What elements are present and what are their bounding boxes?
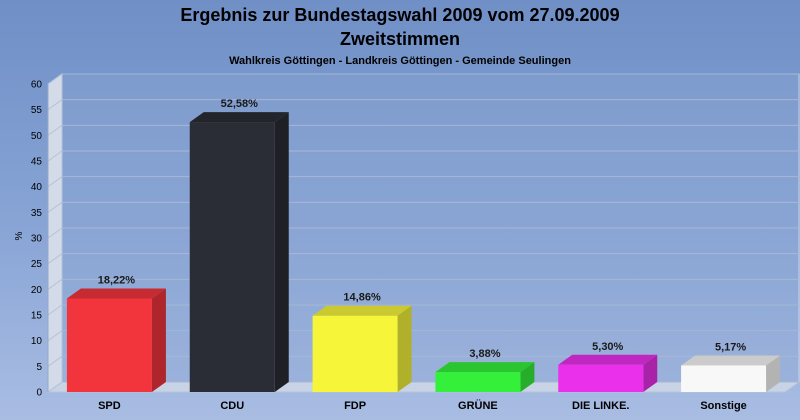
y-tick-label: 25 bbox=[31, 259, 43, 270]
data-label: 14,86% bbox=[343, 292, 381, 304]
y-tick-label: 20 bbox=[31, 285, 43, 296]
x-tick-label: FDP bbox=[344, 400, 366, 412]
gridline-side bbox=[47, 227, 63, 239]
y-tick-label: 30 bbox=[31, 234, 43, 245]
bar bbox=[189, 122, 275, 393]
x-tick-label: GRÜNE bbox=[458, 399, 498, 412]
bar bbox=[681, 365, 767, 392]
bar bbox=[66, 298, 152, 392]
bar-side bbox=[274, 112, 289, 393]
bar-top bbox=[66, 288, 166, 299]
x-tick-label: CDU bbox=[220, 400, 244, 412]
data-label: 5,30% bbox=[592, 341, 623, 353]
chart-title: Ergebnis zur Bundestagswahl 2009 vom 27.… bbox=[180, 5, 619, 25]
y-tick-label: 55 bbox=[31, 105, 43, 116]
gridline-side bbox=[47, 99, 63, 111]
data-label: 5,17% bbox=[715, 341, 746, 353]
chart-subtitle: Wahlkreis Göttingen - Landkreis Göttinge… bbox=[229, 55, 571, 67]
y-tick-label: 15 bbox=[31, 311, 43, 322]
bar-top bbox=[189, 112, 289, 123]
bar bbox=[558, 364, 644, 392]
y-tick-label: 10 bbox=[31, 336, 43, 347]
y-tick-label: 35 bbox=[31, 208, 43, 219]
gridline-side bbox=[47, 330, 63, 342]
bar-side bbox=[151, 288, 166, 392]
gridline-side bbox=[47, 355, 63, 367]
y-tick-label: 0 bbox=[36, 388, 42, 399]
bar-top bbox=[435, 362, 535, 373]
bar bbox=[312, 315, 398, 392]
bar-side bbox=[397, 305, 412, 392]
x-tick-label: SPD bbox=[98, 400, 121, 412]
gridline-side bbox=[47, 124, 63, 136]
y-tick-label: 50 bbox=[31, 131, 43, 142]
gridline-side bbox=[47, 176, 63, 188]
y-axis-label: % bbox=[14, 231, 25, 240]
data-label: 18,22% bbox=[98, 274, 136, 286]
x-tick-label: DIE LINKE. bbox=[572, 400, 629, 412]
y-tick-label: 5 bbox=[36, 362, 42, 373]
plot-area: 0 5 10 15 20 25 30 35 40 45 50 55 60 18,22% SPD 52,58% C… bbox=[31, 73, 800, 412]
y-tick-label: 45 bbox=[31, 157, 43, 168]
data-label: 3,88% bbox=[469, 348, 500, 360]
gridline-side bbox=[47, 278, 63, 290]
gridline-side bbox=[47, 304, 63, 316]
gridline-side bbox=[47, 150, 63, 162]
bar-top bbox=[312, 305, 412, 316]
data-label: 52,58% bbox=[221, 98, 259, 110]
gridline-side bbox=[47, 381, 63, 393]
bar-top bbox=[558, 354, 658, 365]
chart-title-line2: Zweitstimmen bbox=[340, 29, 460, 49]
y-tick-label: 60 bbox=[31, 80, 43, 91]
gridline-side bbox=[47, 253, 63, 265]
bar-side bbox=[643, 354, 658, 392]
y-tick-label: 40 bbox=[31, 182, 43, 193]
gridline-side bbox=[47, 201, 63, 213]
gridline-side bbox=[47, 73, 63, 85]
bar-top bbox=[681, 355, 781, 366]
bar-side bbox=[520, 362, 535, 392]
bar bbox=[435, 372, 521, 392]
x-tick-label: Sonstige bbox=[700, 400, 746, 412]
bar-side bbox=[766, 355, 781, 392]
